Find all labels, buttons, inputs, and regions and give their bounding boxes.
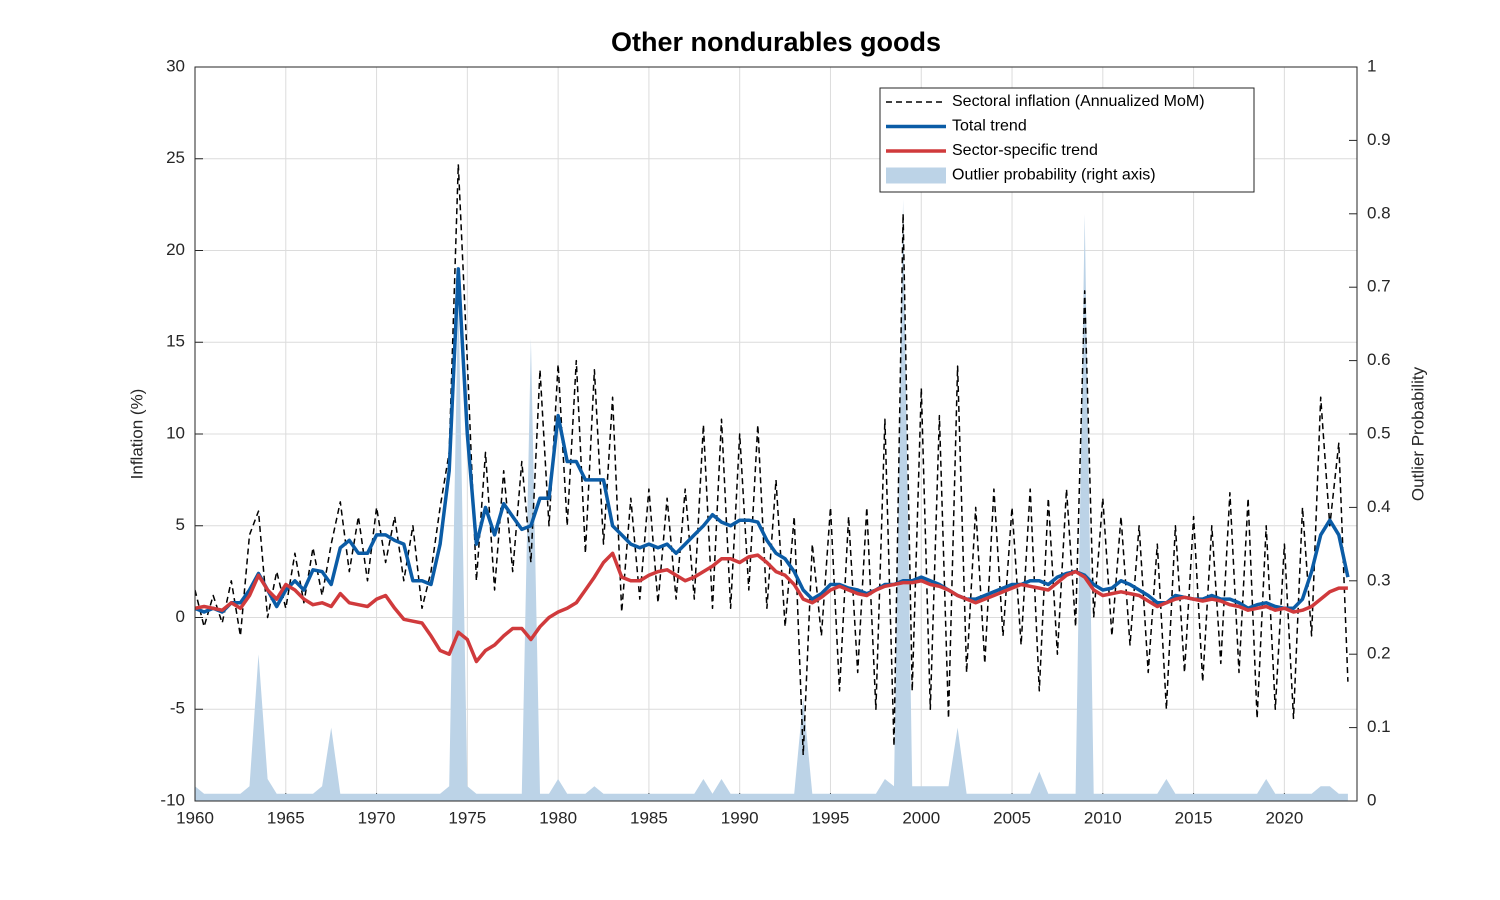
- y2-tick-label: 0.5: [1367, 423, 1391, 442]
- x-tick-label: 2020: [1265, 808, 1303, 827]
- x-tick-label: 2000: [902, 808, 940, 827]
- legend-label: Sector-specific trend: [952, 142, 1098, 159]
- y-tick-label: 5: [176, 515, 185, 534]
- y-tick-label: 30: [166, 56, 185, 75]
- x-tick-label: 1985: [630, 808, 668, 827]
- trend-line: [195, 551, 1348, 664]
- x-tick-label: 2010: [1084, 808, 1122, 827]
- y2-tick-label: 0.3: [1367, 570, 1391, 589]
- chart-title: Other nondurables goods: [611, 27, 941, 57]
- y2-tick-label: 0: [1367, 790, 1376, 809]
- legend-label: Total trend: [952, 118, 1027, 135]
- x-tick-label: 1960: [176, 808, 214, 827]
- y2-tick-label: 1: [1367, 56, 1376, 75]
- y2-tick-label: 0.1: [1367, 717, 1391, 736]
- y-tick-label: -10: [160, 790, 185, 809]
- legend-swatch: [886, 167, 946, 184]
- x-tick-label: 1995: [812, 808, 850, 827]
- plot-frame: [194, 66, 1358, 802]
- y2-tick-label: 0.9: [1367, 130, 1391, 149]
- x-tick-label: 1965: [267, 808, 305, 827]
- y2-tick-label: 0.6: [1367, 350, 1391, 369]
- y-tick-label: 10: [166, 423, 185, 442]
- y2-tick-label: 0.7: [1367, 277, 1391, 296]
- x-tick-label: 1980: [539, 808, 577, 827]
- y-tick-label: 0: [176, 607, 185, 626]
- x-tick-label: 2005: [993, 808, 1031, 827]
- legend-label: Sectoral inflation (Annualized MoM): [952, 93, 1205, 110]
- y2-tick-label: 0.4: [1367, 497, 1391, 516]
- trend-line: [195, 267, 1350, 614]
- x-tick-label: 1975: [448, 808, 486, 827]
- y2-axis-label: Outlier Probability: [1408, 366, 1427, 501]
- y-tick-label: 15: [166, 332, 185, 351]
- y2-tick-label: 0.2: [1367, 644, 1391, 663]
- legend-label: Outlier probability (right axis): [952, 167, 1156, 184]
- x-tick-label: 1990: [721, 808, 759, 827]
- y-tick-label: 25: [166, 148, 185, 167]
- y-axis-label: Inflation (%): [127, 389, 146, 480]
- x-tick-label: 1970: [358, 808, 396, 827]
- x-tick-label: 2015: [1175, 808, 1213, 827]
- y-tick-label: 20: [166, 240, 185, 259]
- y-tick-label: -5: [170, 699, 185, 718]
- y2-tick-label: 0.8: [1367, 203, 1391, 222]
